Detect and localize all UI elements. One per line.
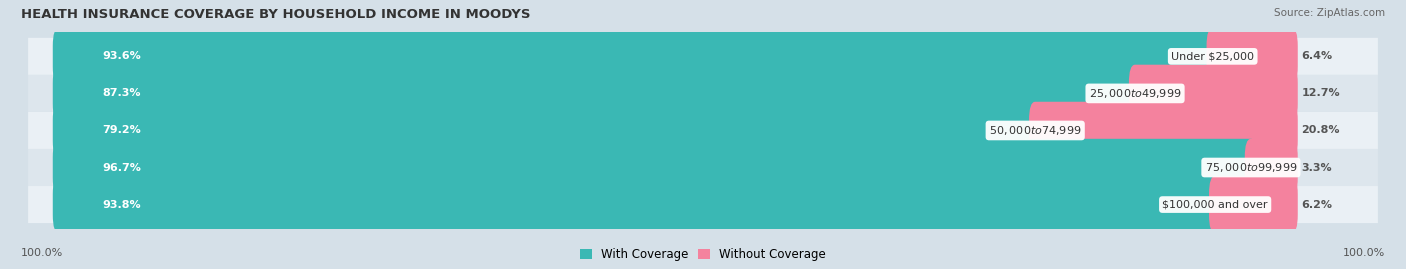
FancyBboxPatch shape <box>1244 139 1298 196</box>
FancyBboxPatch shape <box>1129 65 1298 122</box>
FancyBboxPatch shape <box>28 38 1378 75</box>
Text: $25,000 to $49,999: $25,000 to $49,999 <box>1088 87 1181 100</box>
Legend: With Coverage, Without Coverage: With Coverage, Without Coverage <box>575 243 831 266</box>
Text: 6.2%: 6.2% <box>1302 200 1333 210</box>
Text: 100.0%: 100.0% <box>21 248 63 258</box>
FancyBboxPatch shape <box>1029 102 1298 159</box>
FancyBboxPatch shape <box>53 102 1042 159</box>
Text: 93.6%: 93.6% <box>103 51 141 61</box>
Text: Source: ZipAtlas.com: Source: ZipAtlas.com <box>1274 8 1385 18</box>
Text: $50,000 to $74,999: $50,000 to $74,999 <box>988 124 1081 137</box>
Text: 12.7%: 12.7% <box>1302 89 1340 98</box>
FancyBboxPatch shape <box>1209 176 1298 233</box>
Text: $75,000 to $99,999: $75,000 to $99,999 <box>1205 161 1298 174</box>
Text: 20.8%: 20.8% <box>1302 125 1340 136</box>
FancyBboxPatch shape <box>28 186 1378 223</box>
Text: Under $25,000: Under $25,000 <box>1171 51 1254 61</box>
FancyBboxPatch shape <box>28 149 1378 186</box>
Text: 96.7%: 96.7% <box>103 162 141 172</box>
FancyBboxPatch shape <box>28 112 1378 149</box>
Text: HEALTH INSURANCE COVERAGE BY HOUSEHOLD INCOME IN MOODYS: HEALTH INSURANCE COVERAGE BY HOUSEHOLD I… <box>21 8 530 21</box>
FancyBboxPatch shape <box>53 65 1142 122</box>
FancyBboxPatch shape <box>53 139 1257 196</box>
FancyBboxPatch shape <box>1206 28 1298 85</box>
Text: 93.8%: 93.8% <box>103 200 141 210</box>
Text: 100.0%: 100.0% <box>1343 248 1385 258</box>
Text: 3.3%: 3.3% <box>1302 162 1331 172</box>
FancyBboxPatch shape <box>53 28 1219 85</box>
Text: $100,000 and over: $100,000 and over <box>1163 200 1268 210</box>
Text: 6.4%: 6.4% <box>1302 51 1333 61</box>
FancyBboxPatch shape <box>53 176 1222 233</box>
FancyBboxPatch shape <box>28 75 1378 112</box>
Text: 87.3%: 87.3% <box>103 89 141 98</box>
Text: 79.2%: 79.2% <box>103 125 141 136</box>
